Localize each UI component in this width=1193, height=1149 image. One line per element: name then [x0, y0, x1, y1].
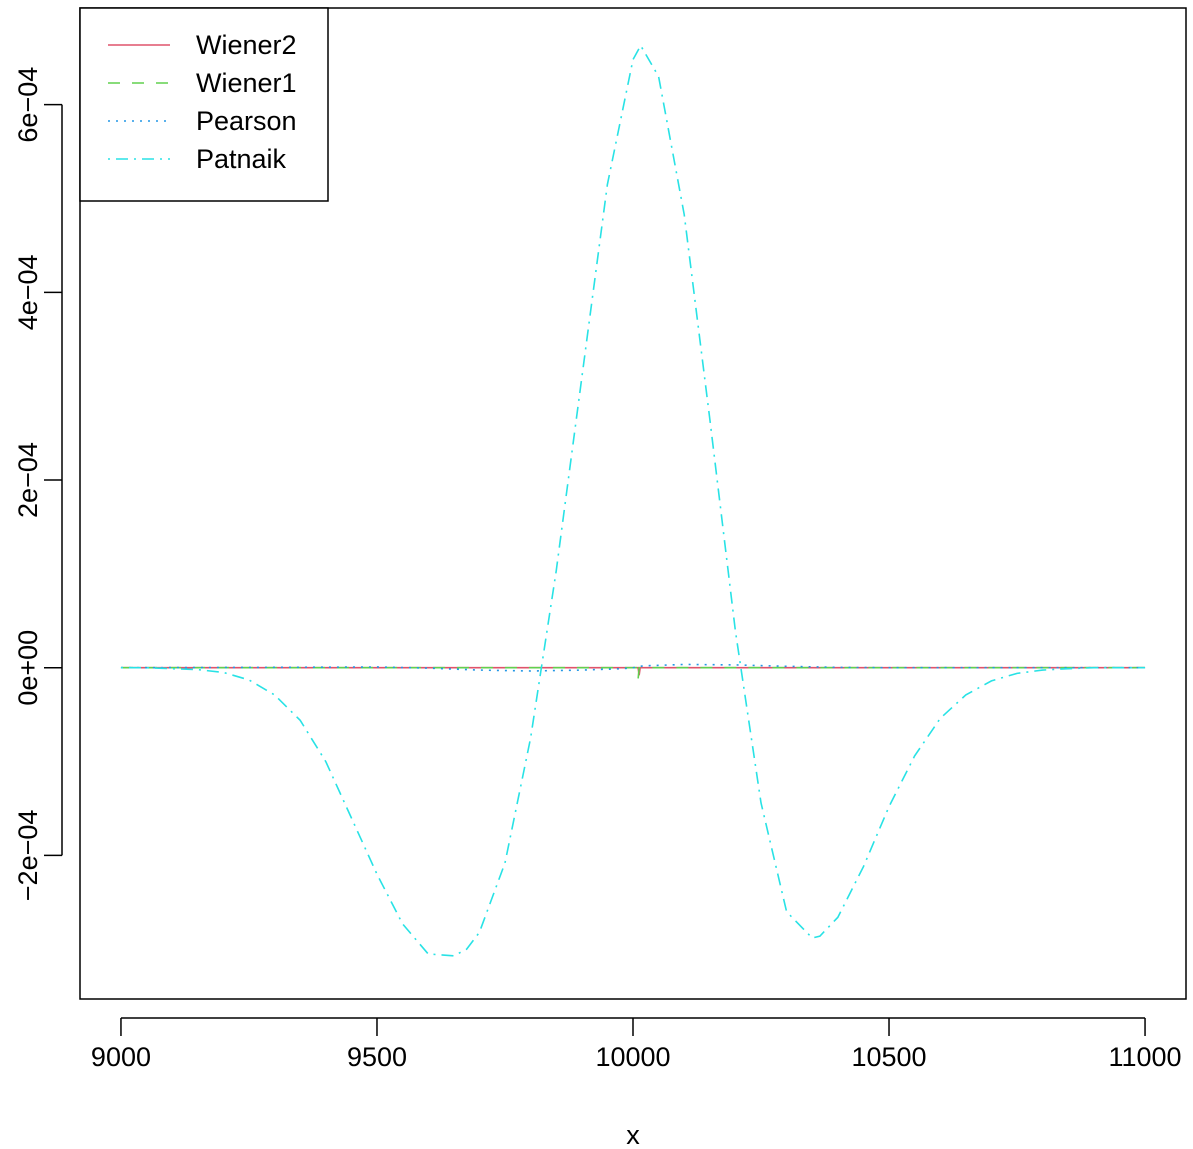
- legend: Wiener2 Wiener1 Pearson Patnaik: [80, 8, 328, 201]
- y-tick-label: 2e−04: [13, 442, 43, 518]
- x-tick-label: 9500: [347, 1042, 407, 1072]
- x-tick-label: 9000: [91, 1042, 151, 1072]
- legend-label-pearson: Pearson: [196, 106, 297, 136]
- y-tick-label: 6e−04: [13, 67, 43, 143]
- y-axis: −2e−04 0e+00 2e−04 4e−04 6e−04: [13, 67, 62, 901]
- x-tick-label: 10500: [851, 1042, 926, 1072]
- x-axis: 9000 9500 10000 10500 11000: [91, 1018, 1182, 1072]
- x-tick-label: 11000: [1108, 1042, 1181, 1072]
- x-axis-title: x: [626, 1120, 640, 1149]
- legend-label-wiener2: Wiener2: [196, 30, 297, 60]
- y-tick-label: −2e−04: [13, 810, 43, 902]
- x-tick-label: 10000: [595, 1042, 670, 1072]
- legend-label-patnaik: Patnaik: [196, 144, 287, 174]
- y-tick-label: 0e+00: [13, 630, 43, 706]
- series-line-wiener2: [121, 668, 1145, 676]
- legend-label-wiener1: Wiener1: [196, 68, 297, 98]
- y-tick-label: 4e−04: [13, 254, 43, 330]
- series-line-wiener1: [121, 668, 1145, 679]
